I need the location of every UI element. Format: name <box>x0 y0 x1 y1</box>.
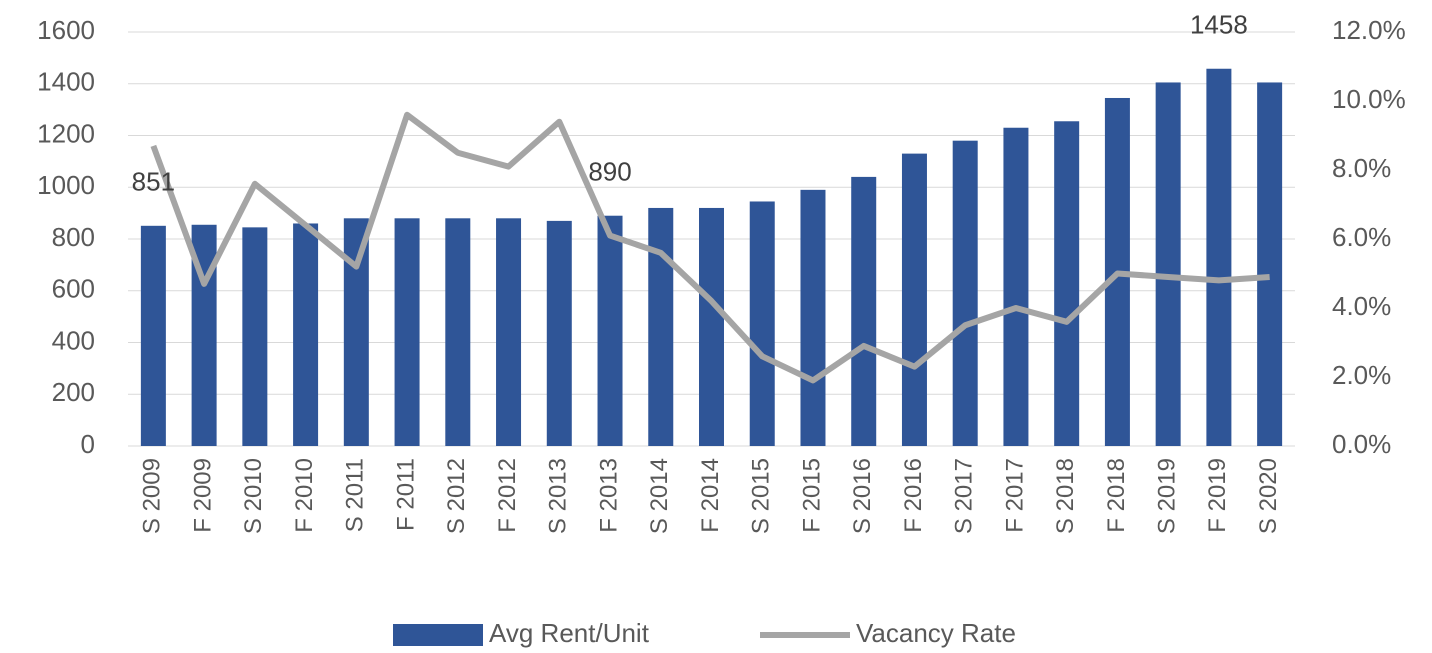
bar <box>496 218 522 446</box>
bar <box>140 225 166 446</box>
y-tick-label: 800 <box>52 222 95 252</box>
y2-tick-label: 4.0% <box>1332 291 1391 321</box>
x-tick-label: S 2014 <box>646 458 673 534</box>
y-tick-label: 1200 <box>37 118 95 148</box>
x-tick-label: F 2016 <box>900 458 927 533</box>
bar <box>293 223 319 446</box>
x-tick-label: S 2020 <box>1255 458 1282 534</box>
bar <box>1155 82 1181 447</box>
x-tick-label: S 2019 <box>1153 458 1180 534</box>
x-tick-label: F 2014 <box>697 458 724 533</box>
x-tick-label: S 2017 <box>951 458 978 534</box>
bar <box>1257 82 1283 447</box>
bar <box>394 218 420 446</box>
bar <box>749 201 775 446</box>
bar <box>1003 127 1029 447</box>
y2-tick-label: 8.0% <box>1332 153 1391 183</box>
x-tick-label: F 2011 <box>392 458 419 531</box>
x-tick-label: S 2015 <box>748 458 775 534</box>
x-tick-label: F 2009 <box>189 458 216 533</box>
x-tick-label: S 2009 <box>139 458 166 534</box>
bar <box>800 189 826 446</box>
x-tick-label: S 2012 <box>443 458 470 534</box>
y2-tick-label: 12.0% <box>1332 15 1406 45</box>
bar <box>648 207 674 446</box>
x-tick-label: S 2016 <box>849 458 876 534</box>
data-label: 890 <box>588 157 631 187</box>
x-tick-label: S 2018 <box>1052 458 1079 534</box>
legend-label: Vacancy Rate <box>856 618 1016 648</box>
x-tick-label: F 2018 <box>1103 458 1130 533</box>
line <box>150 111 1270 384</box>
bar <box>952 140 978 447</box>
y2-tick-label: 10.0% <box>1332 84 1406 114</box>
bar <box>445 218 471 446</box>
x-tick-label: F 2013 <box>595 458 622 533</box>
y2-tick-label: 0.0% <box>1332 429 1391 459</box>
legend-swatch <box>393 624 483 646</box>
x-tick-label: F 2015 <box>798 458 825 533</box>
bar <box>343 218 369 446</box>
x-tick-label: F 2010 <box>291 458 318 533</box>
legend-label: Avg Rent/Unit <box>489 618 650 648</box>
bar <box>597 215 623 446</box>
y-tick-label: 400 <box>52 325 95 355</box>
x-tick-label: S 2013 <box>545 458 572 534</box>
x-tick-label: F 2017 <box>1001 458 1028 533</box>
bar <box>1206 68 1232 447</box>
bar <box>546 220 572 446</box>
y2-tick-label: 6.0% <box>1332 222 1391 252</box>
x-tick-label: S 2011 <box>342 458 369 532</box>
data-label: 1458 <box>1190 10 1248 40</box>
y-tick-label: 1600 <box>37 15 95 45</box>
bar <box>851 176 877 446</box>
bar <box>242 227 268 446</box>
y-tick-label: 1400 <box>37 67 95 97</box>
y2-tick-label: 2.0% <box>1332 360 1391 390</box>
bar <box>699 207 724 446</box>
bar <box>901 153 927 447</box>
y-tick-label: 200 <box>52 377 95 407</box>
y-tick-label: 600 <box>52 274 95 304</box>
x-tick-label: S 2010 <box>240 458 267 534</box>
data-label: 851 <box>132 167 175 197</box>
x-tick-label: F 2019 <box>1204 458 1231 533</box>
y-tick-label: 0 <box>81 429 95 459</box>
y-tick-label: 1000 <box>37 170 95 200</box>
bar <box>1054 121 1080 447</box>
x-tick-label: F 2012 <box>494 458 521 533</box>
